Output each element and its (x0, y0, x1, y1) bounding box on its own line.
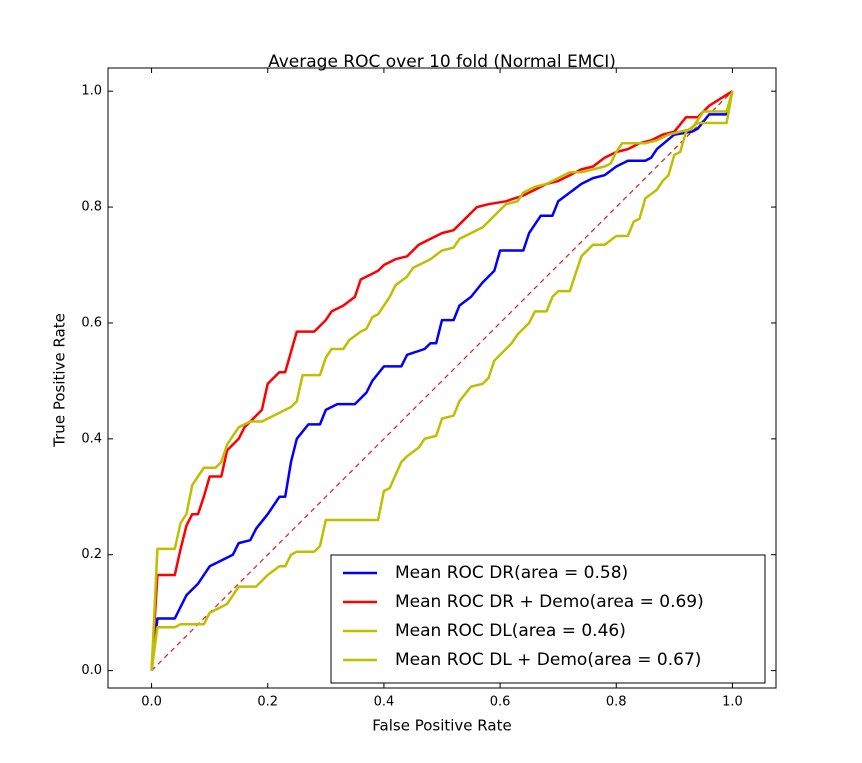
x-tick-label: 1.0 (722, 695, 743, 710)
legend-label: Mean ROC DR + Demo(area = 0.69) (395, 592, 704, 612)
roc-line (150, 90, 734, 671)
x-tick-label: 0.0 (141, 695, 162, 710)
legend-label: Mean ROC DL(area = 0.46) (395, 621, 626, 641)
y-tick-label: 1.0 (81, 84, 102, 99)
legend-label: Mean ROC DR(area = 0.58) (395, 563, 628, 583)
y-tick-label: 0.2 (81, 547, 102, 562)
x-tick-label: 0.8 (606, 695, 627, 710)
diagonal-line (151, 90, 733, 672)
roc-line (150, 90, 734, 671)
plot-frame (107, 67, 777, 689)
legend-box (330, 554, 766, 684)
y-axis-label: True Positive Rate (51, 313, 69, 448)
x-tick-label: 0.6 (490, 695, 511, 710)
x-axis-label: False Positive Rate (372, 717, 511, 735)
x-tick-label: 0.2 (257, 695, 278, 710)
roc-line (150, 90, 734, 671)
chart-title: Average ROC over 10 fold (Normal EMCI) (268, 52, 616, 72)
roc-line (150, 90, 734, 671)
y-tick-label: 0.6 (81, 315, 102, 330)
y-tick-label: 0.0 (81, 663, 102, 678)
legend-label: Mean ROC DL + Demo(area = 0.67) (395, 650, 701, 670)
y-tick-label: 0.4 (81, 431, 102, 446)
y-tick-label: 0.8 (81, 200, 102, 215)
x-tick-label: 0.4 (374, 695, 395, 710)
